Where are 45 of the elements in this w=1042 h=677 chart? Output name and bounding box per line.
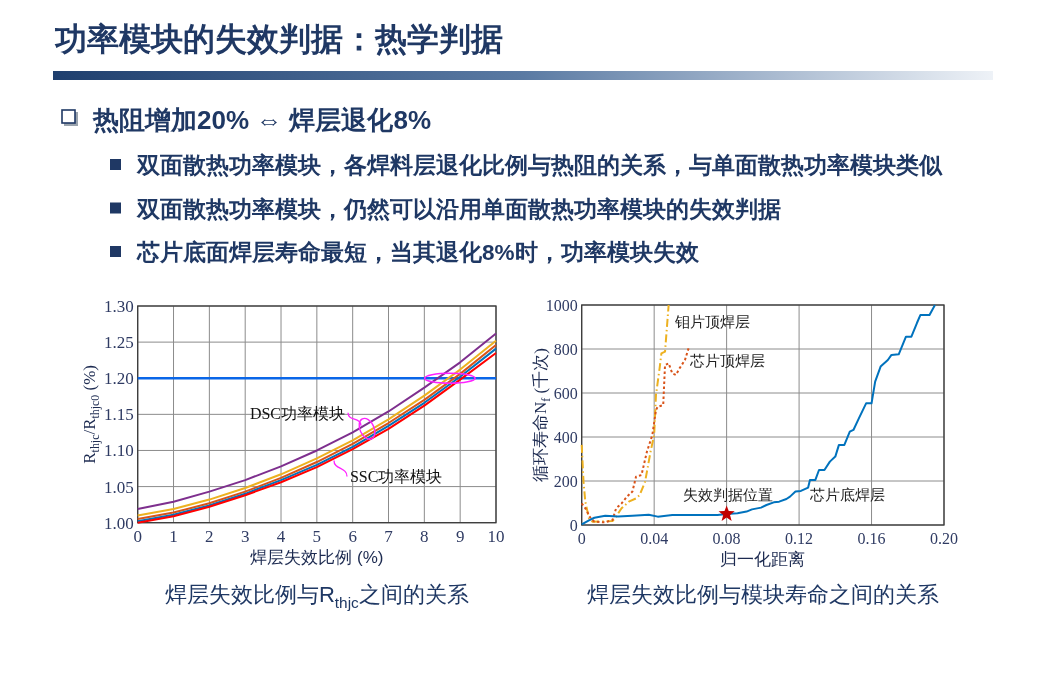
ytick: 400	[553, 429, 578, 446]
xtick: 5	[312, 526, 322, 546]
xtick: 3	[240, 526, 250, 546]
xtick: 1	[169, 526, 178, 546]
ytick: 1000	[545, 297, 578, 314]
ytick: 600	[553, 385, 578, 402]
bullet-text: 双面散热功率模块，各焊料层退化比例与热阻的关系，与单面散热功率模块类似	[137, 153, 942, 178]
chart-title: 焊层失效比例与R$_{thjc}$之间的关系	[164, 582, 469, 611]
xtick: 9	[455, 526, 465, 546]
xtick: 6	[348, 526, 357, 546]
ytick: 800	[553, 341, 578, 358]
xtick: 2	[205, 526, 214, 546]
xtick: 0.12	[785, 530, 814, 547]
xtick: 0	[577, 530, 586, 547]
xlabel: 归一化距离	[720, 550, 806, 569]
heading-bullet: 热阻增加20% ⇔ 焊层退化8%	[93, 105, 432, 135]
chart-title: 焊层失效比例与模块寿命之间的关系	[586, 582, 939, 607]
xtick: 0	[133, 526, 142, 546]
series-name: 钼片顶焊层	[674, 313, 750, 330]
xlabel: 焊层失效比例 (%)	[250, 547, 384, 567]
ytick: 1.30	[103, 297, 134, 316]
xtick: 0.16	[857, 530, 886, 547]
series-name: 失效判据位置	[682, 486, 773, 503]
annotation: DSC功率模块	[249, 404, 345, 422]
ytick: 1.15	[103, 405, 134, 425]
xtick: 7	[384, 526, 393, 546]
annotation: SSC功率模块	[349, 468, 443, 486]
ytick: 1.10	[103, 441, 134, 461]
bullet-text: 双面散热功率模块，仍然可以沿用单面散热功率模块的失效判据	[137, 196, 781, 222]
xtick: 8	[420, 526, 429, 546]
xtick: 0.20	[930, 530, 958, 547]
xtick: 0.08	[712, 530, 741, 547]
ytick: 1.05	[103, 477, 134, 497]
series-name: 芯片底焊层	[809, 486, 885, 503]
ytick: 200	[553, 473, 578, 490]
ytick: 1.00	[103, 513, 134, 533]
xtick: 4	[276, 526, 286, 546]
ytick: 1.20	[103, 369, 134, 389]
bullet-text: 芯片底面焊层寿命最短，当其退化8%时，功率模块失效	[137, 240, 699, 265]
xtick: 10	[487, 526, 505, 546]
xtick: 0.04	[640, 530, 669, 547]
slide-title: 功率模块的失效判据：热学判据	[55, 21, 503, 57]
ytick: 0	[569, 517, 578, 534]
series-name: 芯片顶焊层	[689, 352, 765, 369]
ytick: 1.25	[103, 333, 134, 353]
